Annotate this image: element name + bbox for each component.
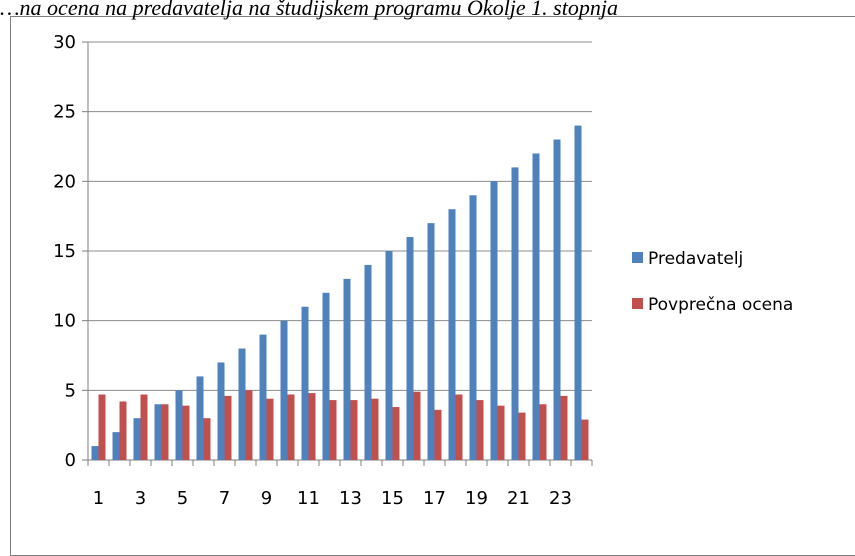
legend: Predavatelj Povprečna ocena [632, 249, 793, 315]
y-tick-label-5: 5 [65, 380, 76, 401]
bar-predavatelj-5 [175, 390, 183, 460]
y-tick-label-20: 20 [53, 171, 76, 192]
x-tick-label-13: 13 [339, 488, 362, 509]
y-tick-label-25: 25 [53, 102, 76, 123]
bar-povprecna-ocena-23 [560, 395, 568, 460]
x-tick-label-19: 19 [465, 488, 488, 509]
x-tick-label-9: 9 [261, 488, 272, 509]
bar-povprecna-ocena-7 [224, 395, 232, 460]
bar-povprecna-ocena-22 [539, 404, 547, 460]
axes [82, 41, 593, 466]
x-tick-label-7: 7 [219, 488, 230, 509]
gridlines [88, 41, 592, 391]
bar-povprecna-ocena-13 [350, 400, 358, 460]
bar-povprecna-ocena-12 [329, 400, 337, 460]
legend-swatch-predavatelj [632, 252, 643, 263]
bar-povprecna-ocena-19 [476, 400, 484, 460]
bar-predavatelj-2 [112, 432, 120, 460]
bar-predavatelj-21 [511, 167, 519, 460]
bar-povprecna-ocena-24 [581, 419, 589, 460]
bar-predavatelj-16 [406, 237, 414, 460]
bar-predavatelj-20 [490, 181, 498, 460]
bar-povprecna-ocena-17 [434, 409, 442, 460]
bar-povprecna-ocena-10 [287, 394, 295, 460]
chart-title: …na ocena na predavatelja na študijskem … [0, 0, 618, 20]
bar-predavatelj-3 [133, 418, 141, 460]
y-tick-label-15: 15 [53, 241, 76, 262]
bar-predavatelj-7 [217, 362, 225, 460]
bar-predavatelj-6 [196, 376, 204, 460]
bar-predavatelj-18 [448, 209, 456, 460]
bar-povprecna-ocena-11 [308, 393, 316, 460]
bar-povprecna-ocena-15 [392, 407, 400, 460]
bar-predavatelj-17 [427, 223, 435, 460]
bar-predavatelj-22 [532, 153, 540, 460]
bar-povprecna-ocena-2 [119, 401, 127, 460]
bar-povprecna-ocena-4 [161, 404, 169, 460]
x-tick-label-17: 17 [423, 488, 446, 509]
bar-povprecna-ocena-6 [203, 418, 211, 460]
bar-povprecna-ocena-20 [497, 405, 505, 460]
bar-povprecna-ocena-1 [98, 394, 106, 460]
y-tick-label-0: 0 [65, 450, 76, 471]
bar-predavatelj-13 [343, 278, 351, 460]
bar-povprecna-ocena-18 [455, 394, 463, 460]
bar-povprecna-ocena-16 [413, 391, 421, 460]
legend-label-predavatelj: Predavatelj [648, 249, 743, 269]
bars [91, 125, 589, 460]
bar-povprecna-ocena-21 [518, 412, 526, 460]
bar-predavatelj-10 [280, 320, 288, 460]
bar-predavatelj-15 [385, 251, 393, 460]
x-tick-label-1: 1 [93, 488, 104, 509]
bar-predavatelj-4 [154, 404, 162, 460]
bar-predavatelj-1 [91, 446, 99, 460]
bar-predavatelj-8 [238, 348, 246, 460]
bar-predavatelj-9 [259, 334, 267, 460]
y-tick-label-10: 10 [53, 311, 76, 332]
bar-povprecna-ocena-3 [140, 394, 148, 460]
bar-predavatelj-19 [469, 195, 477, 460]
x-tick-label-5: 5 [177, 488, 188, 509]
x-tick-label-23: 23 [549, 488, 572, 509]
bar-predavatelj-14 [364, 264, 372, 460]
bar-povprecna-ocena-8 [245, 390, 253, 460]
x-tick-label-15: 15 [381, 488, 404, 509]
x-tick-label-21: 21 [507, 488, 530, 509]
bar-predavatelj-11 [301, 306, 309, 460]
legend-label-povprecna-ocena: Povprečna ocena [648, 295, 793, 315]
bar-predavatelj-23 [553, 139, 561, 460]
x-tick-label-3: 3 [135, 488, 146, 509]
bar-povprecna-ocena-5 [182, 405, 190, 460]
bar-povprecna-ocena-14 [371, 398, 379, 460]
x-tick-label-11: 11 [297, 488, 320, 509]
y-tick-label-30: 30 [53, 32, 76, 53]
legend-swatch-povprecna-ocena [632, 298, 643, 309]
bar-predavatelj-24 [574, 125, 582, 460]
bar-povprecna-ocena-9 [266, 398, 274, 460]
bar-predavatelj-12 [322, 292, 330, 460]
